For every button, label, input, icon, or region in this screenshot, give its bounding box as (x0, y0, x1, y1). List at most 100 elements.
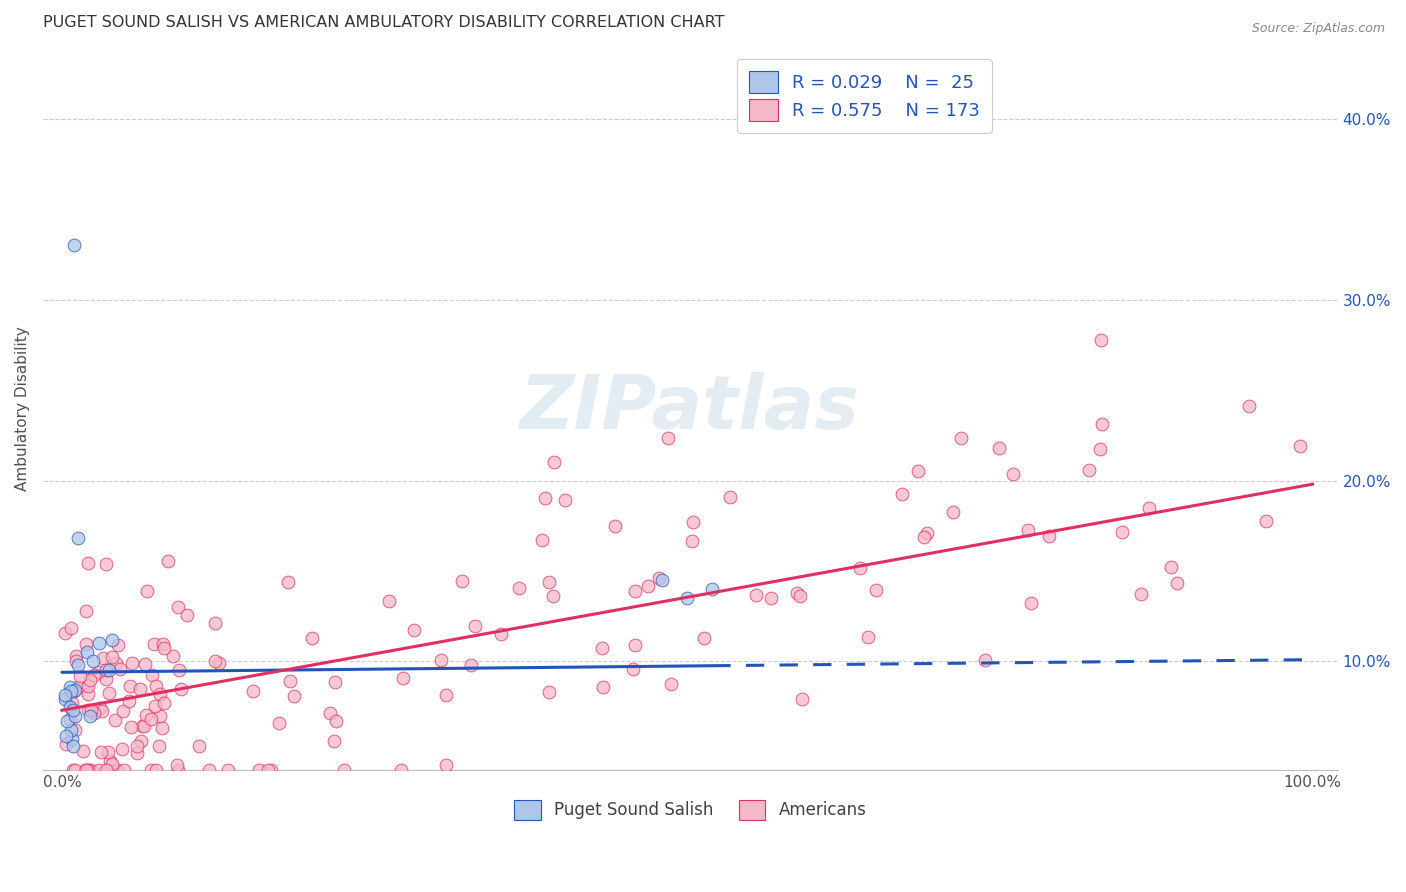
Point (87, 665, 110, 679)
Point (62, 763, 84, 777)
Point (162, 648, 184, 663)
Point (67, 532, 90, 546)
Point (204, 653, 226, 667)
Point (277, 575, 299, 590)
Text: Source: ZipAtlas.com: Source: ZipAtlas.com (1251, 22, 1385, 36)
Point (80, 702, 103, 716)
Point (377, 594, 399, 608)
Point (77, 557, 100, 571)
Point (107, 638, 129, 652)
Point (96, 663, 118, 677)
Point (856, 630, 879, 644)
Point (170, 682, 193, 697)
Point (96, 763, 118, 777)
Point (112, 763, 135, 777)
Point (91, 651, 114, 665)
Point (143, 637, 166, 651)
Point (63, 684, 86, 698)
Point (278, 673, 301, 688)
Point (657, 431, 679, 445)
Point (157, 554, 180, 568)
Point (141, 668, 163, 682)
Point (152, 637, 174, 651)
Point (150, 721, 173, 735)
Point (404, 623, 426, 637)
Point (451, 574, 474, 588)
Point (603, 518, 626, 533)
Point (651, 573, 673, 587)
Point (104, 713, 127, 727)
Point (65, 648, 87, 663)
Point (97, 686, 120, 700)
Point (624, 583, 647, 598)
Point (1001, 467, 1024, 482)
Point (1166, 576, 1188, 591)
Point (62, 739, 84, 754)
Point (129, 734, 152, 748)
Point (94, 557, 117, 571)
Point (533, 491, 555, 506)
Point (63, 763, 86, 777)
Point (76, 687, 98, 701)
Point (301, 631, 323, 645)
Point (101, 650, 124, 665)
Point (322, 733, 344, 747)
Point (98, 663, 121, 677)
Point (318, 706, 340, 721)
Point (105, 763, 128, 777)
Point (152, 697, 174, 711)
Point (67, 658, 90, 673)
Point (67, 680, 90, 694)
Point (1111, 524, 1133, 539)
Point (55, 714, 77, 728)
Point (76, 645, 98, 659)
Point (949, 432, 972, 446)
Point (745, 588, 768, 602)
Point (132, 719, 155, 733)
Point (90, 745, 112, 759)
Point (100, 757, 122, 772)
Point (118, 693, 141, 707)
Point (1289, 439, 1312, 453)
Point (188, 739, 211, 753)
Point (434, 757, 457, 772)
Point (111, 742, 134, 756)
Text: ZIPatlas: ZIPatlas (520, 372, 860, 445)
Point (392, 671, 415, 685)
Point (554, 492, 576, 507)
Point (538, 684, 561, 698)
Point (134, 657, 156, 672)
Point (166, 600, 188, 615)
Point (531, 533, 554, 547)
Point (865, 583, 887, 598)
Point (648, 571, 671, 585)
Point (77, 703, 100, 717)
Point (62, 703, 84, 717)
Point (333, 763, 356, 777)
Point (1091, 417, 1114, 431)
Point (136, 584, 159, 599)
Point (256, 763, 278, 777)
Point (1038, 529, 1060, 543)
Point (63, 238, 86, 252)
Point (789, 590, 811, 604)
Point (491, 627, 513, 641)
Point (108, 662, 131, 676)
Point (75, 637, 97, 651)
Point (59, 680, 82, 694)
Point (143, 699, 166, 714)
Legend: Puget Sound Salish, Americans: Puget Sound Salish, Americans (508, 793, 873, 827)
Point (145, 679, 167, 693)
Point (283, 689, 305, 703)
Point (65, 709, 87, 723)
Point (59, 712, 82, 726)
Point (718, 491, 741, 505)
Point (508, 581, 530, 595)
Point (53, 688, 76, 702)
Point (1256, 514, 1278, 528)
Point (72, 744, 94, 758)
Point (167, 663, 190, 677)
Point (153, 640, 176, 655)
Point (537, 574, 560, 589)
Point (53, 626, 76, 640)
